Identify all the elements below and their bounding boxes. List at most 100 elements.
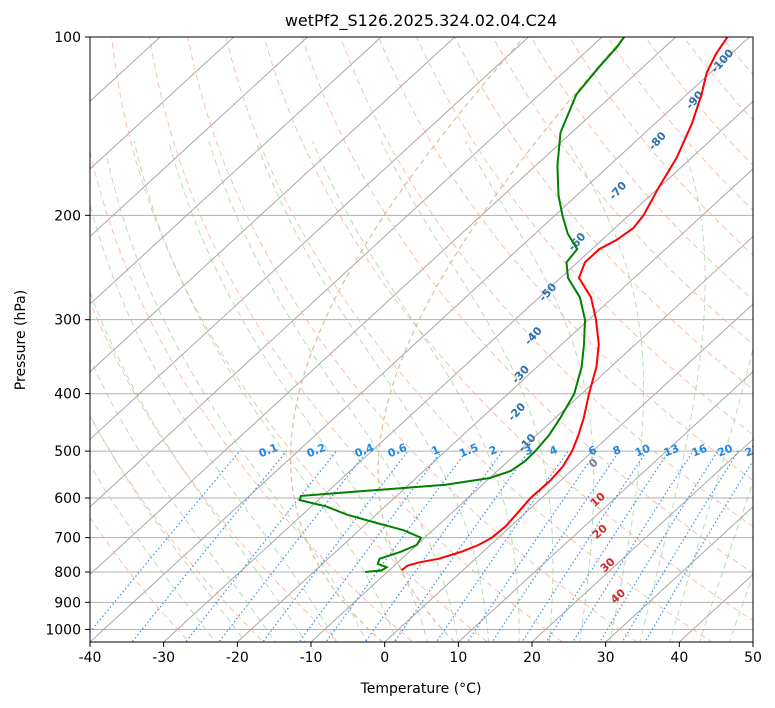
mixing-ratio-line	[325, 450, 467, 642]
moist-adiabat	[208, 141, 459, 642]
mixing-ratio-label: 10	[633, 442, 652, 460]
mixing-ratio-line	[218, 450, 368, 642]
mixing-ratio-line	[435, 450, 569, 642]
mixing-ratio-line	[364, 450, 504, 642]
x-tick-label: 30	[597, 650, 615, 666]
isotherm-30	[604, 506, 753, 642]
x-axis-ticks: -40 -30 -20 -10 0 10 20 30 40 50	[79, 642, 762, 666]
mixing-ratio-label: 13	[662, 442, 681, 460]
dry-adiabat	[111, 37, 489, 642]
mixing-ratio-line	[621, 450, 739, 642]
isotherm--30	[162, 100, 753, 642]
x-tick-label: 20	[523, 650, 541, 666]
x-tick-label: 10	[449, 650, 467, 666]
isotherm--50	[90, 37, 677, 576]
mixing-ratio-label: 8	[611, 443, 623, 458]
mixing-ratio-line	[545, 450, 670, 642]
moist-adiabat	[312, 141, 520, 642]
moist-adiabat	[380, 141, 554, 642]
x-tick-label: 50	[744, 650, 762, 666]
dry-adiabat	[492, 37, 753, 346]
dry-adiabat	[187, 37, 638, 642]
moist-adiabat	[639, 141, 706, 642]
isobar-grid	[90, 37, 753, 630]
moist-adiabat	[90, 464, 216, 642]
mixing-ratio-line	[572, 450, 694, 642]
isotherm--60	[90, 37, 603, 508]
mixing-ratio-label: 3	[523, 443, 535, 458]
moist-adiabat	[255, 141, 490, 642]
moist-adiabat	[90, 414, 246, 642]
mixing-ratio-line	[599, 450, 719, 642]
mixing-ratio-label: 1	[430, 443, 442, 458]
y-tick-label: 600	[54, 491, 81, 507]
dry-adiabat	[90, 148, 414, 642]
mixing-ratio-lines	[90, 450, 753, 642]
mixing-ratio-line	[491, 450, 620, 642]
reference-curve	[290, 37, 525, 642]
plot-content: -100-90-80-70-60-50-40-30-20-100.1 0.2 0.4…	[90, 37, 762, 642]
moist-adiabat	[699, 481, 753, 642]
x-tick-label: 0	[380, 650, 389, 666]
moist-adiabat	[168, 141, 429, 642]
moist-adiabat	[464, 141, 595, 642]
y-tick-label: 100	[54, 30, 81, 46]
isotherm--100	[90, 37, 309, 238]
dry-adiabat	[301, 37, 753, 574]
isotherm--110	[90, 37, 235, 170]
dry-adiabat	[225, 37, 713, 642]
mixing-ratio-label: 25	[743, 442, 762, 460]
mixing-ratio-line	[185, 450, 337, 642]
dry-adiabat	[90, 415, 265, 642]
moist-adiabat	[90, 202, 337, 642]
moist-adiabat	[669, 346, 753, 642]
mixing-ratio-label: 20	[716, 442, 735, 460]
y-tick-label: 800	[54, 565, 81, 581]
isotherm--70	[90, 37, 530, 440]
chart-title: wetPf2_S126.2025.324.02.04.C24	[285, 11, 557, 31]
dry-adiabats	[90, 37, 753, 642]
mixing-ratio-line	[131, 450, 287, 642]
profiles	[298, 37, 729, 573]
y-tick-label: 900	[54, 595, 81, 611]
y-axis-label: Pressure (hPa)	[13, 290, 29, 390]
y-axis-ticks: 100 200 300 400 500 600 700 800 900 1000	[45, 30, 90, 638]
temperature-profile-line	[400, 37, 729, 572]
dry-adiabat	[149, 37, 564, 642]
mixing-ratio-line	[644, 459, 753, 642]
isotherm-10	[457, 370, 753, 642]
dry-adiabat	[90, 300, 339, 642]
isotherm-20	[531, 438, 753, 642]
y-tick-label: 1000	[45, 622, 81, 638]
x-tick-label: -10	[300, 650, 323, 666]
isotherm--90	[90, 37, 382, 305]
y-tick-label: 300	[54, 313, 81, 329]
isotherm--20	[236, 168, 753, 642]
mixing-ratio-label: 2	[487, 443, 499, 458]
x-tick-label: -30	[152, 650, 175, 666]
mixing-ratio-label: 16	[690, 442, 709, 460]
dewpoint-profile-line	[298, 37, 626, 573]
y-tick-label: 700	[54, 531, 81, 547]
mixing-ratio-line	[521, 450, 648, 642]
moist-adiabat	[728, 574, 753, 642]
reference-curve	[377, 37, 626, 642]
moist-adiabat	[90, 290, 307, 642]
x-tick-label: -20	[226, 650, 249, 666]
y-tick-label: 400	[54, 387, 81, 403]
y-tick-label: 500	[54, 444, 81, 460]
isotherm-0	[383, 303, 753, 642]
x-tick-label: 40	[670, 650, 688, 666]
moist-adiabat	[106, 157, 367, 642]
mixing-ratio-line	[466, 450, 598, 642]
dry-adiabat	[263, 37, 753, 622]
isotherm--80	[90, 37, 456, 373]
y-tick-label: 200	[54, 208, 81, 224]
reference-curves	[290, 37, 626, 642]
moist-adiabat	[567, 141, 644, 642]
x-axis-label: Temperature (°C)	[360, 681, 482, 697]
plot-frame	[89, 36, 754, 643]
x-tick-label: -40	[79, 650, 102, 666]
isotherm--40	[90, 37, 751, 642]
